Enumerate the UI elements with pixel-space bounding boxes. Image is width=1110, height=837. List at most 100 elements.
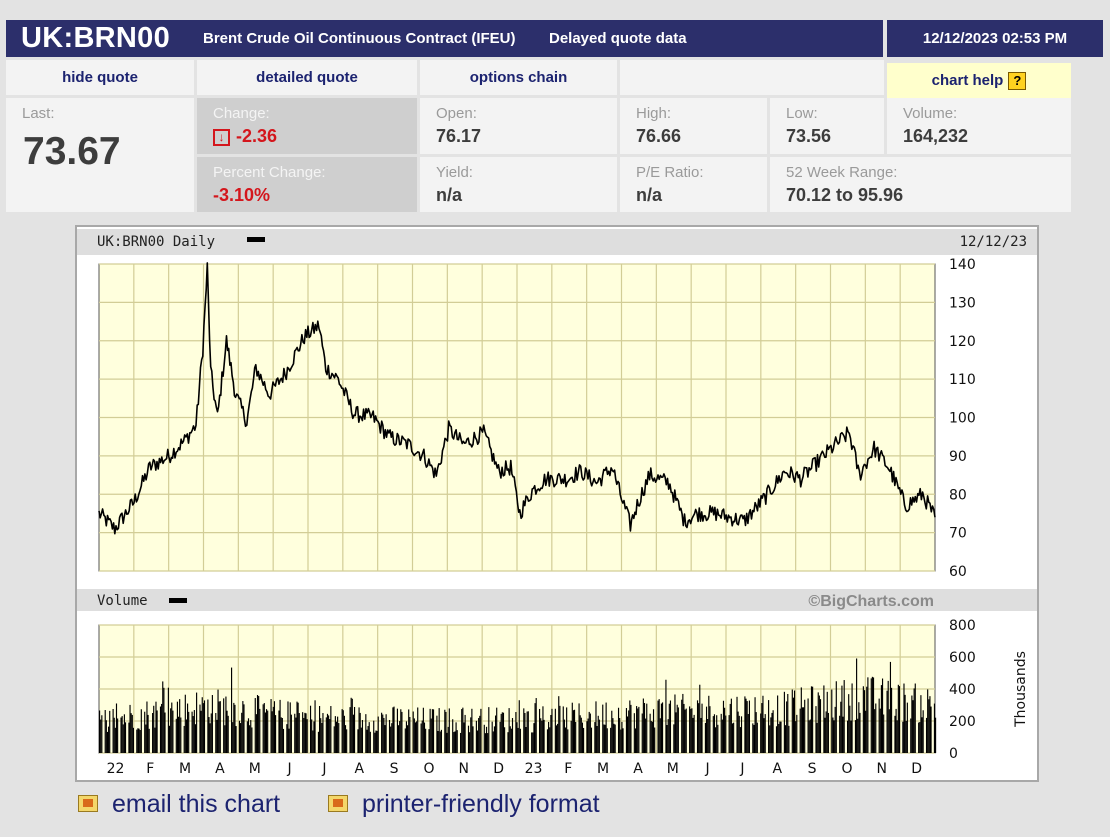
volume-bar: [304, 712, 306, 753]
volume-bar: [188, 711, 190, 753]
volume-bar: [231, 667, 233, 753]
volume-bar: [226, 710, 228, 753]
volume-bar: [780, 721, 782, 753]
pe-ratio-cell: P/E Ratio: n/a: [620, 157, 767, 212]
volume-bar: [500, 713, 502, 753]
volume-bar: [168, 725, 171, 753]
volume-bar: [112, 708, 114, 753]
x-axis: 22 F M A M J J A S O N D 23 F M A M J J A S O N D: [107, 761, 922, 777]
volume-bar: [770, 717, 772, 753]
volume-bar: [335, 721, 338, 753]
printer-friendly-label: printer-friendly format: [362, 790, 600, 818]
volume-y-tick: 200: [949, 714, 976, 730]
volume-bar: [412, 711, 414, 753]
volume-bar: [642, 698, 644, 753]
volume-bar: [501, 712, 503, 753]
volume-bar: [376, 730, 378, 753]
volume-bar: [590, 727, 593, 753]
volume-bar: [523, 708, 525, 753]
volume-bar: [391, 723, 393, 753]
volume-bar: [803, 707, 805, 753]
volume-bar: [321, 722, 323, 753]
volume-bar: [832, 717, 834, 753]
volume-bar: [385, 714, 387, 753]
price-grid: [99, 263, 935, 572]
volume-bar: [414, 722, 417, 753]
volume-bar: [159, 706, 162, 753]
volume-bar: [620, 729, 622, 753]
volume-bar: [131, 714, 133, 753]
volume-bar: [799, 708, 801, 753]
volume-bar: [425, 728, 427, 753]
volume-bar: [661, 702, 664, 753]
volume-bar: [416, 721, 418, 753]
volume-cell: Volume: 164,232: [887, 98, 1071, 154]
volume-bar: [145, 724, 147, 753]
volume-bar: [929, 696, 931, 753]
volume-bar: [479, 715, 481, 753]
down-arrow-icon: ↓: [213, 129, 230, 146]
volume-bar: [272, 706, 274, 753]
volume-bar: [621, 721, 623, 753]
volume-bar: [258, 696, 260, 753]
detailed-quote-link[interactable]: detailed quote: [197, 60, 417, 95]
volume-bar: [463, 722, 465, 753]
percent-change-cell: Percent Change: -3.10%: [197, 157, 417, 212]
volume-bar: [589, 713, 591, 753]
volume-bar: [572, 710, 574, 753]
volume-bar: [223, 698, 225, 753]
options-chain-link[interactable]: options chain: [420, 60, 617, 95]
volume-bar: [693, 714, 695, 753]
volume-bar: [438, 708, 440, 753]
volume-bar: [526, 711, 528, 753]
change-value: -2.36: [236, 126, 278, 146]
hide-quote-link[interactable]: hide quote: [6, 60, 194, 95]
volume-bar: [224, 725, 226, 753]
volume-bar: [302, 712, 304, 753]
volume-bar: [605, 702, 607, 753]
volume-bar: [148, 728, 150, 753]
volume-bar: [862, 686, 864, 753]
volume-bar: [752, 723, 754, 753]
volume-bar: [167, 687, 169, 753]
price-y-tick: 140: [949, 257, 976, 273]
volume-bar: [117, 718, 119, 753]
volume-bar: [676, 704, 678, 753]
volume-bar: [176, 701, 178, 753]
volume-bar: [401, 711, 403, 753]
volume-bar: [928, 699, 930, 753]
price-volume-chart: UK:BRN00 Daily 12/12/23 60 70 80 90 100 110 12…: [77, 229, 1037, 777]
volume-bar: [121, 716, 123, 753]
volume-bar: [564, 727, 567, 753]
volume-bar: [566, 707, 568, 753]
volume-bar: [359, 712, 361, 753]
volume-bar: [880, 685, 882, 753]
volume-bar: [761, 703, 763, 753]
volume-bar: [480, 708, 482, 753]
volume-bar: [613, 723, 615, 753]
volume-bar: [219, 701, 221, 753]
volume-bar: [156, 710, 158, 753]
volume-bar: [904, 694, 906, 753]
volume-bar: [493, 726, 496, 753]
week52-range-label: 52 Week Range:: [786, 164, 898, 181]
volume-bar: [289, 702, 291, 753]
volume-bar: [764, 714, 766, 753]
volume-bar: [696, 700, 699, 753]
email-chart-link[interactable]: email this chart: [76, 790, 280, 819]
volume-bar: [740, 716, 743, 753]
volume-bar: [496, 707, 498, 753]
volume-bar: [673, 724, 675, 753]
volume-bar: [903, 683, 905, 753]
volume-bar: [721, 719, 723, 753]
volume-bar: [816, 722, 818, 753]
volume-bar: [232, 722, 234, 753]
printer-friendly-link[interactable]: printer-friendly format: [326, 790, 600, 819]
volume-bar: [649, 713, 651, 753]
volume-bar: [215, 713, 217, 753]
x-tick-label: F: [564, 761, 572, 777]
chart-help-link[interactable]: chart help ?: [887, 63, 1071, 98]
volume-bar: [164, 712, 166, 753]
volume-bar: [488, 707, 490, 753]
volume-bar: [357, 729, 359, 753]
